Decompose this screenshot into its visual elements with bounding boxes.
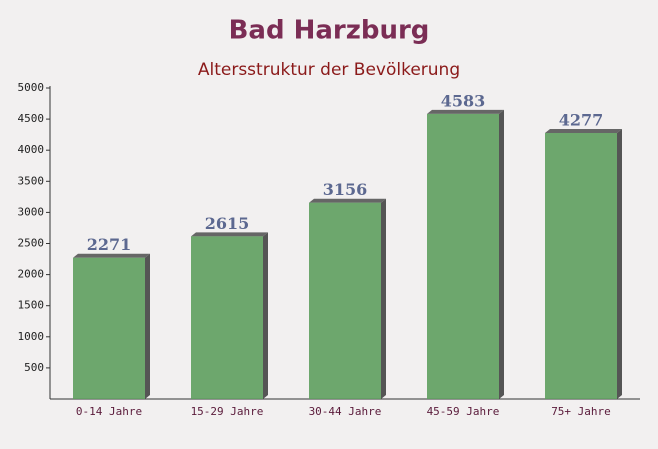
y-tick-label: 2500 — [18, 237, 45, 250]
y-tick-label: 4000 — [18, 143, 45, 156]
y-tick-label: 3000 — [18, 205, 45, 218]
x-tick-label: 30-44 Jahre — [309, 405, 382, 418]
y-tick-label: 2000 — [18, 268, 45, 281]
y-tick-label: 5000 — [18, 81, 45, 94]
bar-shadow — [145, 253, 150, 399]
bar-shadow — [263, 232, 268, 399]
bar — [545, 132, 617, 400]
bar — [427, 113, 499, 399]
value-label: 3156 — [323, 180, 368, 199]
bar-shadow — [73, 253, 150, 258]
x-tick-label: 0-14 Jahre — [76, 405, 142, 418]
bar — [73, 257, 145, 399]
y-tick-label: 4500 — [18, 112, 45, 125]
bar-shadow — [309, 198, 386, 203]
bar-shadow — [191, 232, 268, 237]
x-tick-label: 15-29 Jahre — [191, 405, 264, 418]
bar — [309, 202, 381, 399]
bar-shadow — [381, 198, 386, 399]
bar-shadow — [499, 109, 504, 399]
value-label: 4277 — [559, 110, 604, 129]
bar — [191, 236, 263, 399]
chart-subtitle: Altersstruktur der Bevölkerung — [198, 60, 460, 80]
y-tick-label: 1000 — [18, 330, 45, 343]
y-tick-label: 500 — [24, 361, 44, 374]
bar-shadow — [545, 128, 622, 133]
y-tick-label: 3500 — [18, 174, 45, 187]
chart-title: Bad Harzburg — [229, 16, 430, 46]
x-tick-label: 45-59 Jahre — [427, 405, 500, 418]
value-label: 2271 — [87, 235, 132, 254]
bar-shadow — [427, 109, 504, 114]
bar-shadow — [617, 128, 622, 400]
value-label: 4583 — [441, 91, 486, 110]
y-tick-label: 1500 — [18, 299, 45, 312]
value-label: 2615 — [205, 214, 250, 233]
x-tick-label: 75+ Jahre — [551, 405, 611, 418]
